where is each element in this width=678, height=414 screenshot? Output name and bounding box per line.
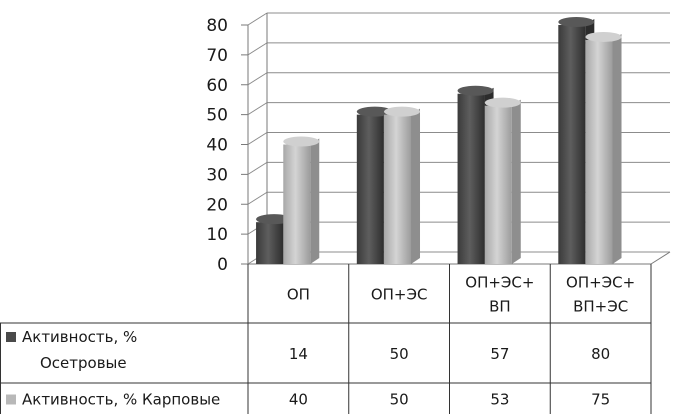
chart-labels: 0 10 20 30 40 50 60 70 80 [206, 16, 228, 275]
data-label: 57 [490, 345, 509, 363]
bar-front-face [356, 114, 384, 264]
x-category-label: ОП+ЭС+ [465, 274, 534, 292]
x-category-label: ОП+ЭС [371, 286, 428, 304]
data-label: 50 [390, 391, 409, 409]
bar-side-face [612, 33, 622, 264]
bar-2-3 [484, 97, 521, 264]
side-wall-line [247, 102, 268, 116]
bar-front-face [585, 39, 613, 264]
legend-series-name: Активность, % Карповые [22, 391, 220, 409]
bar-top-face [356, 106, 393, 117]
y-tick-label: 70 [206, 46, 228, 66]
bar-top-face [585, 31, 622, 42]
side-wall-line [247, 42, 268, 56]
bar-top-face [384, 106, 421, 117]
bar-2-1 [283, 136, 320, 264]
bar-front-face [283, 144, 311, 264]
bar-side-face [411, 108, 421, 264]
y-tick-label: 10 [206, 225, 228, 245]
data-label: 80 [591, 345, 610, 363]
x-category-label: ОП [287, 286, 310, 304]
x-category-label: ОП+ЭС+ [566, 274, 635, 292]
bar-top-face [558, 17, 595, 27]
bar-front-face [256, 222, 284, 264]
chart-bars [256, 17, 622, 265]
bar-front-face [558, 25, 586, 264]
side-wall-line [247, 191, 268, 205]
x-category-label: ВП+ЭС [573, 298, 628, 316]
y-tick-label: 30 [206, 165, 228, 185]
bar-top-face [484, 97, 521, 108]
y-tick-label: 20 [206, 195, 228, 215]
legend-series-name: Активность, % [22, 328, 137, 346]
y-tick-label: 80 [206, 16, 228, 36]
y-tick-label: 60 [206, 76, 228, 96]
bar-top-face [283, 136, 320, 147]
x-category-label: ВП [489, 298, 511, 316]
bar-side-face [511, 99, 521, 264]
bar-side-face [310, 138, 320, 264]
y-tick-label: 50 [206, 106, 228, 126]
side-wall-line [247, 72, 268, 86]
legend-swatch-1 [6, 332, 16, 342]
data-label: 14 [289, 345, 308, 363]
bar-top-face [256, 214, 293, 225]
side-wall-line [247, 12, 268, 26]
bar-2-4 [585, 31, 622, 264]
y-tick-label: 40 [206, 136, 228, 156]
data-label: 40 [289, 391, 308, 409]
data-label: 75 [591, 391, 610, 409]
y-tick-label: 0 [217, 255, 228, 275]
bar-front-face [457, 93, 485, 265]
side-wall-line [247, 132, 268, 145]
legend-swatch-2 [6, 394, 16, 405]
floor-edge [650, 251, 671, 265]
bar-front-face [484, 105, 512, 264]
bar-front-face [384, 114, 412, 264]
data-label: 50 [390, 345, 409, 363]
data-table: ОП ОП+ЭС ОП+ЭС+ ВП ОП+ЭС+ ВП+ЭС Активность, % О… [0, 264, 652, 414]
side-wall-line [247, 161, 268, 175]
data-label: 53 [490, 391, 509, 409]
legend-series-name: Осетровые [40, 354, 127, 372]
bar-2-2 [384, 106, 421, 264]
bar-top-face [457, 85, 494, 96]
